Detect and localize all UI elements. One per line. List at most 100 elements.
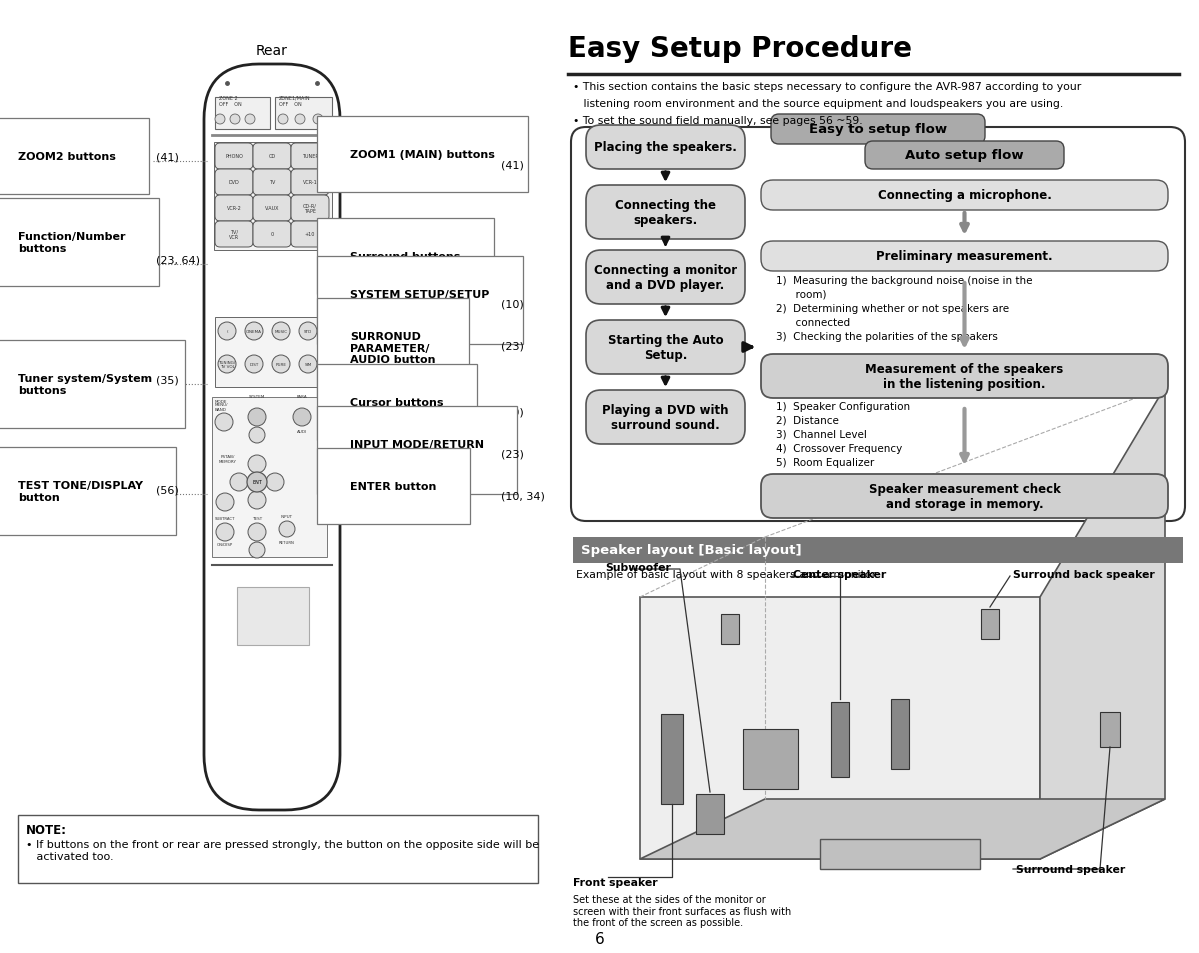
FancyBboxPatch shape — [237, 587, 309, 645]
FancyBboxPatch shape — [204, 65, 341, 810]
Circle shape — [299, 323, 317, 340]
Text: SYSTEM: SYSTEM — [249, 395, 265, 398]
Text: TV/
VCR: TV/ VCR — [229, 230, 239, 240]
Text: Auto setup flow: Auto setup flow — [905, 150, 1024, 162]
Circle shape — [216, 523, 234, 541]
Text: Playing a DVD with
surround sound.: Playing a DVD with surround sound. — [602, 403, 729, 432]
Text: Speaker measurement check
and storage in memory.: Speaker measurement check and storage in… — [868, 482, 1060, 511]
Text: MUSIC: MUSIC — [275, 330, 288, 334]
Text: Connecting the
speakers.: Connecting the speakers. — [615, 199, 716, 227]
FancyBboxPatch shape — [291, 222, 329, 248]
Circle shape — [313, 115, 323, 125]
Text: SUBTRACT: SUBTRACT — [215, 517, 235, 520]
FancyBboxPatch shape — [215, 144, 253, 170]
Text: TEST: TEST — [252, 517, 263, 520]
Text: • If buttons on the front or rear are pressed strongly, the button on the opposi: • If buttons on the front or rear are pr… — [26, 840, 540, 861]
Text: (41): (41) — [156, 152, 179, 163]
Circle shape — [215, 414, 233, 432]
Circle shape — [272, 323, 290, 340]
FancyBboxPatch shape — [981, 609, 999, 639]
Circle shape — [218, 355, 236, 374]
Text: Surround speaker: Surround speaker — [1016, 864, 1125, 874]
Text: (23): (23) — [501, 341, 524, 352]
FancyBboxPatch shape — [253, 195, 291, 222]
FancyBboxPatch shape — [253, 222, 291, 248]
Text: NOTE:: NOTE: — [26, 823, 67, 836]
Text: (: ( — [227, 330, 228, 334]
Text: ON/DISP: ON/DISP — [217, 542, 233, 546]
FancyBboxPatch shape — [695, 794, 724, 834]
Text: Function/Number
buttons: Function/Number buttons — [18, 232, 126, 253]
FancyBboxPatch shape — [213, 143, 332, 251]
Circle shape — [249, 428, 265, 443]
Text: Surround buttons: Surround buttons — [350, 252, 460, 262]
Text: Preliminary measurement.: Preliminary measurement. — [876, 251, 1053, 263]
Text: MENU/
BAND: MENU/ BAND — [215, 403, 229, 412]
Circle shape — [248, 492, 266, 510]
FancyBboxPatch shape — [1099, 712, 1120, 747]
Text: ZOOM2 buttons: ZOOM2 buttons — [18, 152, 116, 162]
FancyBboxPatch shape — [771, 115, 986, 145]
Text: (10): (10) — [501, 299, 524, 310]
Circle shape — [245, 355, 263, 374]
FancyBboxPatch shape — [215, 195, 253, 222]
Polygon shape — [640, 800, 1165, 859]
Text: Surround back speaker: Surround back speaker — [1013, 569, 1155, 579]
Text: (23, 64): (23, 64) — [156, 255, 200, 266]
FancyBboxPatch shape — [891, 700, 909, 769]
FancyBboxPatch shape — [18, 815, 538, 883]
Text: TEST TONE/DISPLAY
button: TEST TONE/DISPLAY button — [18, 480, 143, 502]
Circle shape — [299, 355, 317, 374]
Text: ZONE 2: ZONE 2 — [219, 96, 237, 101]
FancyBboxPatch shape — [761, 355, 1168, 398]
FancyBboxPatch shape — [761, 475, 1168, 518]
Text: (10, 34): (10, 34) — [501, 492, 544, 501]
FancyBboxPatch shape — [721, 615, 739, 644]
Text: RETURN: RETURN — [279, 540, 295, 544]
Text: 0: 0 — [271, 233, 273, 237]
Text: ZONE1/MAIN: ZONE1/MAIN — [279, 96, 311, 101]
Text: Easy to setup flow: Easy to setup flow — [809, 123, 947, 136]
Text: Speaker layout [Basic layout]: Speaker layout [Basic layout] — [582, 544, 802, 557]
Text: • To set the sound field manually, see pages 56 ~59.: • To set the sound field manually, see p… — [573, 116, 862, 126]
FancyBboxPatch shape — [761, 242, 1168, 272]
Text: (10): (10) — [501, 408, 524, 417]
Circle shape — [218, 323, 236, 340]
FancyBboxPatch shape — [573, 537, 1183, 563]
FancyBboxPatch shape — [586, 126, 745, 170]
Circle shape — [247, 473, 267, 493]
Text: SIM: SIM — [305, 363, 312, 367]
Text: 1)  Measuring the background noise (noise in the
      room)
2)  Determining whe: 1) Measuring the background noise (noise… — [776, 275, 1032, 341]
FancyBboxPatch shape — [275, 98, 332, 130]
Text: VCR-2: VCR-2 — [227, 206, 241, 212]
FancyBboxPatch shape — [586, 320, 745, 375]
Text: (35): (35) — [156, 375, 179, 386]
FancyBboxPatch shape — [571, 128, 1185, 521]
Text: OFF    ON: OFF ON — [219, 102, 242, 107]
Text: PARA: PARA — [296, 395, 307, 398]
Circle shape — [230, 474, 248, 492]
FancyBboxPatch shape — [761, 181, 1168, 211]
FancyBboxPatch shape — [291, 195, 329, 222]
Polygon shape — [820, 840, 980, 869]
Text: TV: TV — [269, 180, 276, 185]
Text: INPUT: INPUT — [281, 515, 293, 518]
Circle shape — [295, 115, 305, 125]
FancyBboxPatch shape — [831, 702, 849, 778]
Text: ZOOM1 (MAIN) buttons: ZOOM1 (MAIN) buttons — [350, 150, 495, 160]
Text: CINEMA: CINEMA — [246, 330, 263, 334]
Text: PURE: PURE — [276, 363, 287, 367]
Text: Tuner system/System
buttons: Tuner system/System buttons — [18, 374, 152, 395]
Text: Measurement of the speakers
in the listening position.: Measurement of the speakers in the liste… — [866, 363, 1064, 391]
Text: listening room environment and the source equipment and loudspeakers you are usi: listening room environment and the sourc… — [573, 99, 1064, 109]
FancyBboxPatch shape — [253, 144, 291, 170]
Circle shape — [216, 494, 234, 512]
Text: SURRONUD
PARAMETER/
AUDIO button: SURRONUD PARAMETER/ AUDIO button — [350, 332, 435, 365]
Text: SYSTEM SETUP/SETUP
buttons: SYSTEM SETUP/SETUP buttons — [350, 290, 489, 312]
FancyBboxPatch shape — [586, 391, 745, 444]
FancyBboxPatch shape — [215, 317, 327, 388]
Text: TUNER: TUNER — [302, 154, 319, 159]
Circle shape — [272, 355, 290, 374]
Circle shape — [279, 521, 295, 537]
Text: MODE: MODE — [215, 399, 228, 403]
